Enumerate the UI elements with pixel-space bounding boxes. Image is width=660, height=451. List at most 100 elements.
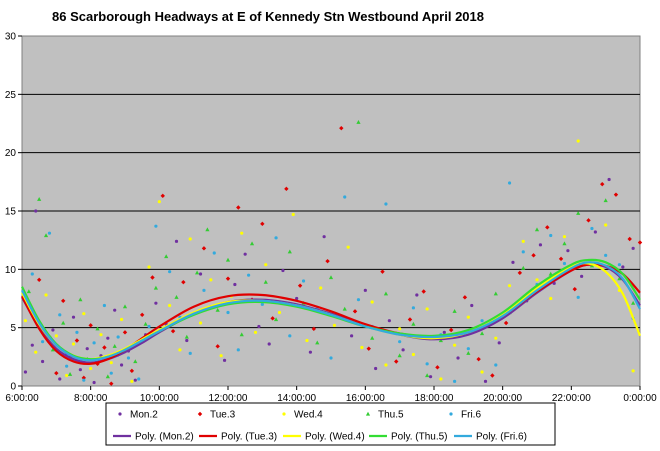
data-point xyxy=(297,283,303,288)
chart-title: 86 Scarborough Headways at E of Kennedy … xyxy=(52,9,484,24)
data-point xyxy=(51,328,55,332)
legend-marker xyxy=(197,411,203,417)
data-point xyxy=(343,195,347,199)
data-point xyxy=(383,291,389,296)
data-point xyxy=(576,211,581,215)
data-point xyxy=(277,310,282,315)
data-point xyxy=(43,233,49,238)
data-point xyxy=(243,252,247,256)
data-point xyxy=(425,307,429,311)
data-point xyxy=(236,205,241,210)
data-point xyxy=(562,241,567,246)
data-point xyxy=(209,278,213,282)
data-point xyxy=(105,374,110,379)
data-point xyxy=(308,350,312,354)
data-point xyxy=(65,364,69,368)
data-point xyxy=(346,245,350,249)
data-point xyxy=(319,286,323,290)
data-point xyxy=(119,317,124,322)
data-point xyxy=(291,212,295,217)
data-point xyxy=(44,293,48,297)
data-point xyxy=(78,368,82,372)
data-point xyxy=(631,300,636,305)
data-point xyxy=(37,197,42,201)
data-point xyxy=(34,209,38,213)
data-point xyxy=(534,227,540,232)
data-point xyxy=(470,303,474,308)
data-point xyxy=(562,235,567,239)
data-point xyxy=(328,275,334,280)
data-point xyxy=(360,345,364,350)
data-point xyxy=(315,340,320,345)
data-point xyxy=(133,378,137,382)
legend-marker xyxy=(449,412,453,416)
data-point xyxy=(452,309,457,313)
data-point xyxy=(168,270,172,274)
data-point xyxy=(397,353,402,358)
x-tick-label: 12:00:00 xyxy=(209,393,248,404)
data-point xyxy=(288,334,292,338)
data-point xyxy=(363,288,367,292)
data-point xyxy=(586,218,591,223)
data-point xyxy=(384,363,388,367)
data-point xyxy=(129,368,135,374)
x-tick-label: 6:00:00 xyxy=(5,393,39,404)
data-point xyxy=(507,284,512,288)
legend-marker xyxy=(118,412,122,416)
data-point xyxy=(366,346,371,351)
data-point xyxy=(263,279,268,284)
data-point xyxy=(239,332,244,337)
data-point xyxy=(122,330,128,335)
legend-label: Poly. (Fri.6) xyxy=(476,432,527,443)
x-tick-label: 0:00:00 xyxy=(623,393,657,404)
data-point xyxy=(75,330,79,334)
data-point xyxy=(590,226,594,231)
data-point xyxy=(270,316,275,321)
data-point xyxy=(411,306,415,310)
data-point xyxy=(215,307,220,312)
data-point xyxy=(81,375,86,381)
data-point xyxy=(188,351,192,355)
data-point xyxy=(41,359,45,364)
data-point xyxy=(274,236,278,240)
data-point xyxy=(637,240,643,245)
data-point xyxy=(593,230,597,234)
data-point xyxy=(260,302,264,306)
data-point xyxy=(576,139,580,143)
data-point xyxy=(106,336,110,340)
data-point xyxy=(311,326,317,332)
data-point xyxy=(257,324,261,329)
data-point xyxy=(604,223,608,227)
data-point xyxy=(407,317,413,322)
y-tick-label: 10 xyxy=(5,265,17,276)
data-point xyxy=(61,320,66,325)
data-point xyxy=(435,365,440,370)
x-tick-label: 8:00:00 xyxy=(74,393,108,404)
gridlines xyxy=(22,93,640,329)
data-point xyxy=(71,342,76,346)
data-point xyxy=(627,236,632,242)
data-point xyxy=(462,295,468,300)
data-point xyxy=(342,306,347,311)
data-point xyxy=(58,377,62,381)
data-point xyxy=(112,344,117,348)
legend-label: Mon.2 xyxy=(130,410,158,421)
data-point xyxy=(562,261,567,266)
data-point xyxy=(219,354,223,358)
data-point xyxy=(92,341,96,345)
x-tick-label: 20:00:00 xyxy=(483,393,522,404)
data-point xyxy=(284,186,289,192)
data-point xyxy=(521,239,525,243)
data-point xyxy=(295,296,299,301)
data-point xyxy=(521,250,525,254)
data-point xyxy=(109,361,113,365)
data-point xyxy=(394,359,399,364)
data-point xyxy=(538,243,543,247)
series-Thu.5 xyxy=(26,120,636,379)
data-point xyxy=(26,289,31,294)
trendline-Poly. (Fri.6) xyxy=(21,261,641,362)
data-point xyxy=(621,265,625,269)
data-point xyxy=(428,375,433,379)
data-point xyxy=(479,331,485,336)
data-point xyxy=(466,347,470,351)
